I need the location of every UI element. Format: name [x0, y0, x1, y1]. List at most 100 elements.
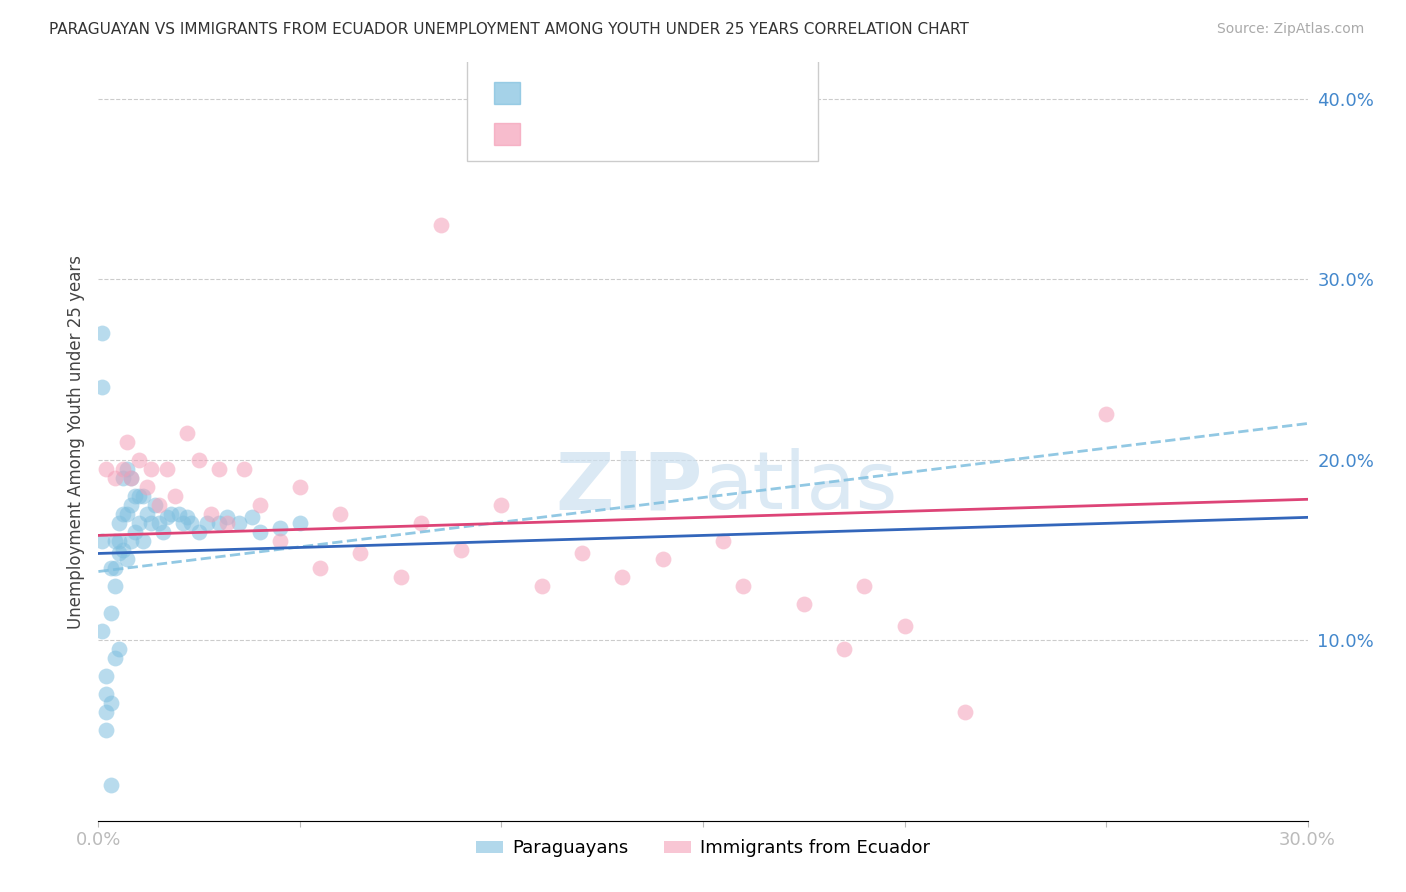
- Legend: Paraguayans, Immigrants from Ecuador: Paraguayans, Immigrants from Ecuador: [468, 832, 938, 864]
- Point: [711, 533, 734, 548]
- Point: [107, 533, 129, 548]
- Point: [200, 507, 222, 521]
- Point: [96, 669, 118, 683]
- Point: [156, 510, 179, 524]
- Point: [128, 452, 150, 467]
- Point: [156, 461, 179, 475]
- Point: [120, 470, 142, 484]
- Point: [96, 461, 118, 475]
- Point: [115, 434, 138, 449]
- Point: [240, 510, 263, 524]
- Point: [120, 470, 142, 484]
- Point: [96, 687, 118, 701]
- Point: [107, 642, 129, 657]
- Point: [450, 542, 472, 557]
- Point: [96, 723, 118, 738]
- Point: [195, 516, 218, 530]
- Point: [135, 480, 157, 494]
- Point: [132, 533, 155, 548]
- Point: [132, 489, 155, 503]
- Point: [100, 778, 122, 792]
- Point: [139, 516, 162, 530]
- Point: [249, 524, 271, 539]
- Point: [135, 507, 157, 521]
- Text: atlas: atlas: [703, 448, 897, 526]
- Point: [232, 461, 254, 475]
- Point: [651, 552, 673, 566]
- Point: [349, 546, 371, 560]
- Point: [329, 507, 352, 521]
- Point: [288, 480, 311, 494]
- Point: [409, 516, 432, 530]
- Point: [107, 546, 129, 560]
- Point: [115, 507, 138, 521]
- Point: [124, 524, 146, 539]
- Point: [733, 579, 755, 593]
- FancyBboxPatch shape: [494, 123, 520, 145]
- Point: [103, 579, 125, 593]
- Y-axis label: Unemployment Among Youth under 25 years: Unemployment Among Youth under 25 years: [66, 254, 84, 629]
- Point: [103, 470, 125, 484]
- Point: [288, 516, 311, 530]
- Point: [1095, 408, 1118, 422]
- Point: [111, 542, 134, 557]
- Point: [228, 516, 250, 530]
- Point: [103, 651, 125, 665]
- Point: [91, 624, 114, 639]
- Point: [208, 461, 231, 475]
- Point: [111, 470, 134, 484]
- Point: [167, 507, 190, 521]
- Point: [152, 524, 174, 539]
- Point: [188, 452, 211, 467]
- Point: [91, 380, 114, 394]
- Point: [91, 533, 114, 548]
- Point: [111, 507, 134, 521]
- Point: [217, 516, 239, 530]
- Point: [100, 561, 122, 575]
- Point: [128, 489, 150, 503]
- Point: [309, 561, 332, 575]
- Point: [124, 489, 146, 503]
- Point: [128, 516, 150, 530]
- Text: ZIP: ZIP: [555, 448, 703, 526]
- Text: N = 55: N = 55: [650, 84, 717, 102]
- Point: [188, 524, 211, 539]
- Point: [103, 561, 125, 575]
- Point: [249, 498, 271, 512]
- Text: Source: ZipAtlas.com: Source: ZipAtlas.com: [1216, 22, 1364, 37]
- Point: [612, 570, 634, 584]
- Point: [953, 706, 976, 720]
- Point: [120, 498, 142, 512]
- FancyBboxPatch shape: [494, 82, 520, 103]
- Point: [120, 533, 142, 548]
- Point: [832, 642, 855, 657]
- Text: PARAGUAYAN VS IMMIGRANTS FROM ECUADOR UNEMPLOYMENT AMONG YOUTH UNDER 25 YEARS CO: PARAGUAYAN VS IMMIGRANTS FROM ECUADOR UN…: [49, 22, 969, 37]
- Point: [148, 498, 170, 512]
- Point: [571, 546, 593, 560]
- Point: [115, 461, 138, 475]
- Point: [100, 696, 122, 710]
- Point: [96, 706, 118, 720]
- Point: [107, 516, 129, 530]
- Point: [111, 461, 134, 475]
- Point: [103, 533, 125, 548]
- Text: R = 0.074: R = 0.074: [534, 125, 626, 143]
- Point: [217, 510, 239, 524]
- Point: [176, 425, 198, 440]
- Point: [115, 552, 138, 566]
- Text: N = 40: N = 40: [650, 125, 717, 143]
- Point: [163, 489, 186, 503]
- Point: [530, 579, 553, 593]
- Point: [143, 498, 166, 512]
- Point: [208, 516, 231, 530]
- Text: R = 0.078: R = 0.078: [534, 84, 626, 102]
- Point: [893, 618, 915, 632]
- Point: [172, 516, 194, 530]
- Point: [160, 507, 183, 521]
- Point: [100, 606, 122, 620]
- Point: [148, 516, 170, 530]
- Point: [853, 579, 876, 593]
- Point: [389, 570, 412, 584]
- Point: [793, 597, 815, 611]
- Point: [91, 326, 114, 341]
